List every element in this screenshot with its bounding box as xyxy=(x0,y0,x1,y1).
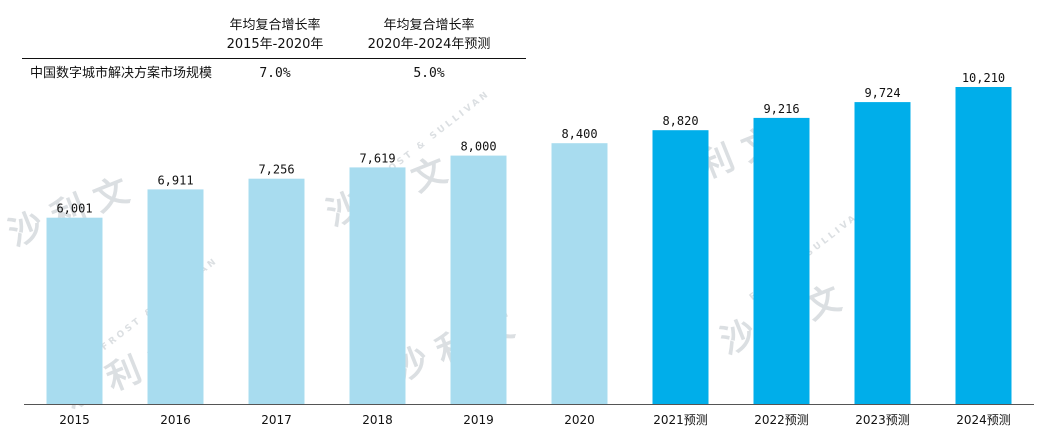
cagr-value-2020-2024: 5.0% xyxy=(413,66,445,81)
cagr-header-2015-2020-line1: 年均复合增长率 xyxy=(229,18,321,33)
cagr-row-label: 中国数字城市解决方案市场规模 xyxy=(30,66,213,81)
bar-2017 xyxy=(248,178,305,404)
x-tick-label-2016: 2016 xyxy=(160,413,191,427)
x-tick-label-2018: 2018 xyxy=(362,413,393,427)
x-tick-label-2015: 2015 xyxy=(59,413,90,427)
x-tick-label-2020: 2020 xyxy=(564,413,595,427)
cagr-header-2015-2020-line2: 2015年-2020年 xyxy=(226,37,324,52)
cagr-header-2020-2024: 年均复合增长率 2020年-2024年预测 xyxy=(354,16,504,54)
bar-2022预测 xyxy=(753,117,810,405)
bar-2024预测 xyxy=(955,87,1012,404)
cagr-header-2015-2020: 年均复合增长率 2015年-2020年 xyxy=(200,16,350,54)
data-label-2018: 7,619 xyxy=(359,151,395,165)
cagr-header-2020-2024-line1: 年均复合增长率 xyxy=(383,18,475,33)
cagr-table-divider xyxy=(22,58,526,59)
data-label-2017: 7,256 xyxy=(258,163,294,177)
x-tick-label-2024预测: 2024预测 xyxy=(956,413,1011,427)
data-label-2021预测: 8,820 xyxy=(662,114,698,128)
bar-2019 xyxy=(450,155,507,404)
data-label-2019: 8,000 xyxy=(460,140,496,154)
data-label-2020: 8,400 xyxy=(561,127,597,141)
x-tick-label-2019: 2019 xyxy=(463,413,494,427)
data-label-2015: 6,001 xyxy=(56,202,92,216)
data-label-2016: 6,911 xyxy=(157,173,193,187)
x-tick-label-2021预测: 2021预测 xyxy=(653,413,708,427)
cagr-header-2020-2024-line2: 2020年-2024年预测 xyxy=(367,37,491,52)
x-tick-label-2017: 2017 xyxy=(261,413,292,427)
data-label-2023预测: 9,724 xyxy=(864,86,900,100)
bar-2018 xyxy=(349,167,406,404)
bar-2015 xyxy=(46,217,103,404)
bar-2020 xyxy=(551,143,608,404)
data-label-2022预测: 9,216 xyxy=(763,102,799,116)
data-label-2024预测: 10,210 xyxy=(962,71,1005,85)
x-tick-label-2022预测: 2022预测 xyxy=(754,413,809,427)
bar-2016 xyxy=(147,189,204,404)
bar-2021预测 xyxy=(652,130,709,404)
cagr-value-2015-2020: 7.0% xyxy=(259,66,291,81)
bar-2023预测 xyxy=(854,102,911,404)
x-tick-label-2023预测: 2023预测 xyxy=(855,413,910,427)
